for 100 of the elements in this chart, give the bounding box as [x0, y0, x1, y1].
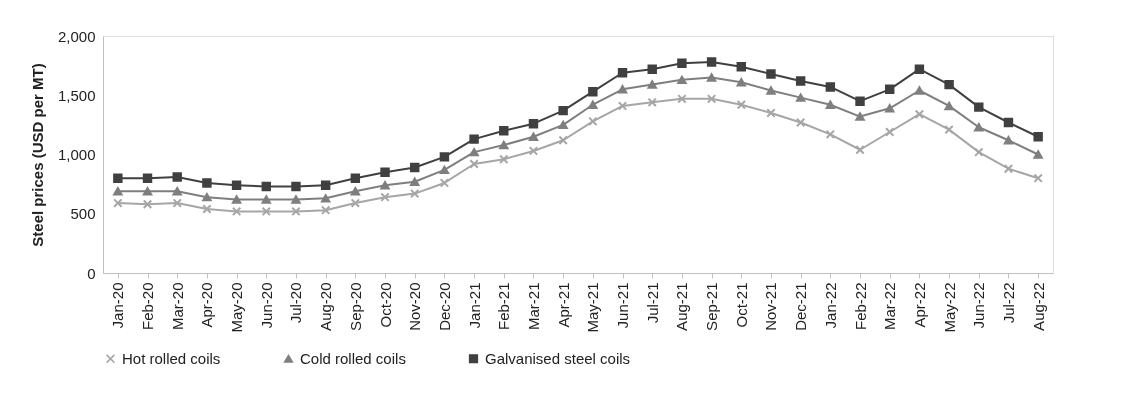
point	[528, 132, 539, 141]
point	[944, 101, 954, 111]
point	[766, 108, 776, 118]
point	[499, 126, 509, 136]
x-tick-label: Nov-20	[406, 282, 424, 331]
x-tick-label: Jul-22	[999, 282, 1017, 324]
point	[795, 76, 806, 86]
point	[885, 104, 895, 113]
point	[706, 94, 717, 104]
point	[142, 199, 153, 209]
point	[142, 187, 153, 196]
x-tick-label: Apr-21	[554, 282, 572, 328]
point	[1003, 117, 1014, 128]
x-tick-label: May-21	[584, 282, 602, 333]
x-tick-label: Mar-21	[524, 282, 542, 331]
point	[231, 195, 242, 204]
point	[202, 192, 212, 202]
x-tick-label: May-20	[228, 282, 246, 333]
x-tick-label: Aug-22	[1029, 282, 1047, 331]
point	[113, 198, 123, 208]
point	[944, 79, 954, 90]
point	[528, 146, 539, 156]
point	[588, 100, 598, 109]
point	[439, 165, 450, 175]
point	[558, 135, 568, 145]
point	[706, 73, 717, 82]
x-tick-label: Sep-21	[703, 282, 721, 331]
point	[499, 154, 509, 164]
point	[410, 177, 420, 186]
point	[1003, 164, 1014, 174]
x-tick-label: Jul-20	[287, 282, 305, 324]
point	[795, 117, 806, 128]
y-axis-title: Steel prices (USD per MT)	[28, 63, 46, 247]
legend-label: Cold rolled coils	[300, 349, 406, 367]
point	[914, 109, 925, 119]
point	[736, 78, 746, 87]
point	[855, 145, 865, 155]
point	[647, 80, 657, 89]
point	[410, 188, 420, 199]
point	[825, 100, 836, 109]
x-tick-label: Apr-22	[910, 282, 928, 328]
point	[172, 187, 182, 196]
point	[974, 102, 984, 112]
point	[380, 167, 390, 177]
y-tick-label: 1,000	[57, 146, 96, 163]
point	[350, 187, 361, 196]
point	[172, 198, 182, 208]
point	[172, 172, 182, 182]
point	[1033, 132, 1043, 142]
point	[677, 94, 687, 104]
x-tick-label: Oct-20	[376, 282, 394, 328]
x-tick-label: Apr-20	[198, 282, 216, 328]
point	[320, 180, 331, 191]
point	[291, 206, 301, 217]
y-tick-label: 2,000	[57, 27, 96, 45]
point	[647, 64, 657, 74]
legend-label: Galvanised steel coils	[485, 349, 631, 367]
point	[380, 192, 390, 202]
point	[974, 123, 984, 132]
x-tick-label: Sep-20	[346, 282, 364, 331]
point	[736, 100, 746, 110]
point	[469, 147, 479, 157]
point	[855, 96, 865, 106]
x-tick-label: Jan-22	[821, 282, 839, 329]
point	[231, 206, 242, 217]
x-tick-label: Nov-21	[762, 282, 780, 331]
point	[558, 105, 568, 116]
point	[617, 85, 628, 94]
point	[588, 86, 598, 97]
point	[795, 93, 806, 102]
point	[320, 205, 331, 215]
point	[617, 101, 628, 111]
point	[558, 120, 568, 130]
point	[825, 82, 836, 92]
x-tick-label: Jun-21	[614, 282, 632, 329]
point	[914, 86, 925, 95]
point	[113, 173, 123, 183]
point	[380, 181, 390, 190]
point	[113, 187, 123, 196]
point	[914, 64, 925, 74]
x-tick-label: Jan-20	[109, 282, 127, 329]
point	[142, 173, 153, 183]
point	[647, 97, 657, 108]
point	[617, 68, 628, 78]
point	[1003, 136, 1014, 145]
x-tick-label: Feb-20	[139, 282, 157, 331]
x-tick-label: Jul-21	[643, 282, 661, 324]
point	[677, 75, 687, 85]
point	[350, 173, 361, 183]
point	[885, 127, 895, 137]
x-tick-label: Feb-22	[851, 282, 869, 331]
point	[1033, 150, 1043, 159]
point	[202, 178, 212, 188]
legend-label: Hot rolled coils	[122, 349, 221, 367]
point	[469, 134, 479, 144]
y-tick-label: 0	[87, 264, 96, 282]
point	[528, 118, 539, 129]
point	[350, 198, 361, 208]
x-tick-label: Jun-20	[257, 282, 275, 329]
point	[766, 86, 776, 95]
